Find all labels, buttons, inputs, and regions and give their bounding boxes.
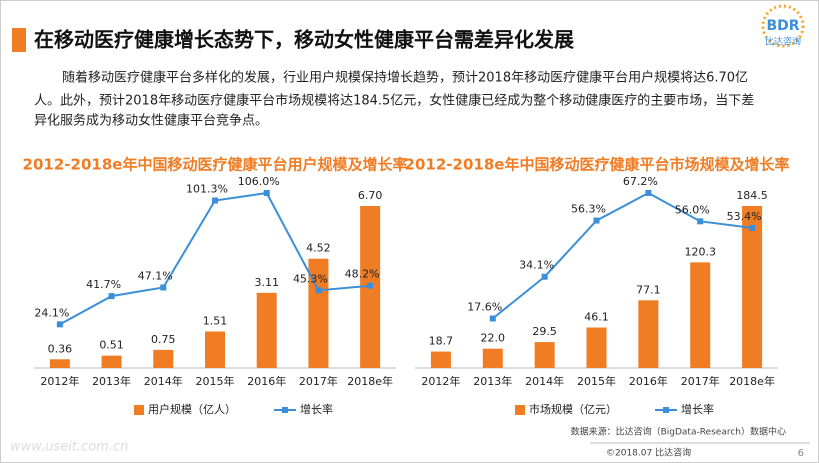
bar-label: 3.11 [254, 276, 279, 289]
growth-marker [749, 224, 756, 231]
legend-label: 增长率 [300, 402, 333, 416]
growth-marker [697, 218, 704, 225]
growth-label: 101.3% [186, 183, 228, 196]
x-tick-label: 2012年 [40, 374, 79, 388]
x-tick-label: 2018e年 [729, 374, 775, 388]
bar [534, 342, 555, 368]
paragraph-line: 异化服务成为移动女性健康平台竞争点。 [34, 113, 268, 129]
bar-label: 120.3 [684, 245, 716, 258]
bar-label: 0.36 [48, 342, 73, 355]
growth-label: 106.0% [238, 175, 280, 188]
growth-label: 56.0% [675, 203, 710, 216]
growth-label: 17.6% [467, 300, 502, 313]
bar [101, 355, 122, 368]
legend-label: 市场规模（亿元） [529, 402, 617, 416]
growth-label: 67.2% [623, 175, 658, 188]
x-tick-label: 2016年 [629, 374, 668, 388]
legend-label: 增长率 [681, 402, 714, 416]
watermark: www.useit.com.cn [10, 440, 128, 455]
slide-title: 在移动医疗健康增长态势下，移动女性健康平台需差异化发展 [34, 28, 574, 52]
legend-marker [282, 407, 288, 413]
bar-label: 77.1 [636, 283, 661, 296]
growth-marker [315, 287, 322, 294]
logo-subtext: 比达咨询 [765, 36, 801, 48]
bar-label: 29.5 [532, 325, 557, 338]
growth-marker [263, 190, 270, 196]
bar [205, 331, 225, 368]
logo-text: BDR [766, 18, 799, 34]
bar [430, 351, 451, 368]
bar-label: 18.7 [429, 335, 454, 348]
x-tick-label: 2013年 [473, 374, 512, 388]
growth-marker [212, 197, 218, 204]
bar [49, 359, 70, 368]
bar-label: 0.75 [151, 333, 176, 346]
bar [153, 349, 174, 368]
title-marker [12, 28, 26, 52]
x-tick-label: 2016年 [247, 374, 286, 388]
growth-line [492, 191, 753, 320]
bar-label: 4.52 [306, 242, 331, 255]
legend-label: 用户规模（亿人） [148, 402, 236, 416]
growth-label: 34.1% [519, 259, 554, 272]
x-tick-label: 2012年 [421, 374, 460, 388]
legend-swatch [515, 405, 525, 415]
growth-label: 47.1% [138, 269, 173, 282]
legend-marker [663, 407, 669, 413]
bar [690, 262, 711, 368]
logo: BDR 比达咨询 [761, 4, 805, 48]
growth-label: 56.3% [571, 203, 606, 216]
legend-swatch [134, 405, 144, 415]
chart-title: 2012-2018e年中国移动医疗健康平台市场规模及增长率 [405, 156, 790, 174]
bar-label: 22.0 [481, 332, 506, 345]
bar [256, 292, 277, 368]
x-tick-label: 2017年 [681, 374, 720, 388]
bar [638, 300, 659, 368]
growth-label: 24.1% [34, 306, 69, 319]
x-tick-label: 2015年 [577, 374, 616, 388]
paragraph-line: 随着移动医疗健康平台多样化的发展，行业用户规模保持增长趋势，预计2018年移动医… [62, 70, 748, 86]
growth-marker [160, 284, 167, 291]
bar-label: 46.1 [584, 311, 609, 324]
copyright: ©2018.07 比达咨询 [606, 447, 691, 459]
growth-marker [489, 315, 496, 322]
x-tick-label: 2013年 [92, 374, 131, 388]
logo-ring [761, 4, 805, 48]
growth-label: 53.4% [727, 210, 762, 223]
x-tick-label: 2014年 [525, 374, 564, 388]
bar [308, 258, 329, 368]
growth-marker [593, 217, 600, 224]
bar-label: 184.5 [736, 189, 768, 202]
growth-marker [367, 282, 374, 289]
growth-label: 45.3% [293, 272, 328, 285]
x-tick-label: 2017年 [299, 374, 338, 388]
growth-marker [541, 273, 548, 280]
growth-marker [108, 293, 115, 300]
bar-label: 0.51 [99, 339, 124, 352]
page-number: 6 [798, 448, 804, 459]
bar [742, 206, 763, 368]
bar [482, 348, 503, 368]
x-tick-label: 2015年 [196, 374, 235, 388]
growth-marker [56, 321, 63, 328]
x-tick-label: 2018e年 [347, 374, 393, 388]
growth-marker [645, 190, 652, 196]
chart-title: 2012-2018e年中国移动医疗健康平台用户规模及增长率 [23, 156, 408, 174]
growth-label: 48.2% [345, 268, 380, 281]
growth-label: 41.7% [86, 278, 121, 291]
bar-label: 6.70 [358, 189, 383, 202]
bar [586, 327, 607, 368]
x-tick-label: 2014年 [144, 374, 183, 388]
bar-label: 1.51 [203, 314, 228, 327]
paragraph-line: 人。此外，预计2018年移动医疗健康平台市场规模将达184.5亿元，女性健康已经… [34, 93, 754, 109]
source: 数据来源：比达咨询（BigData-Research）数据中心 [571, 426, 786, 438]
